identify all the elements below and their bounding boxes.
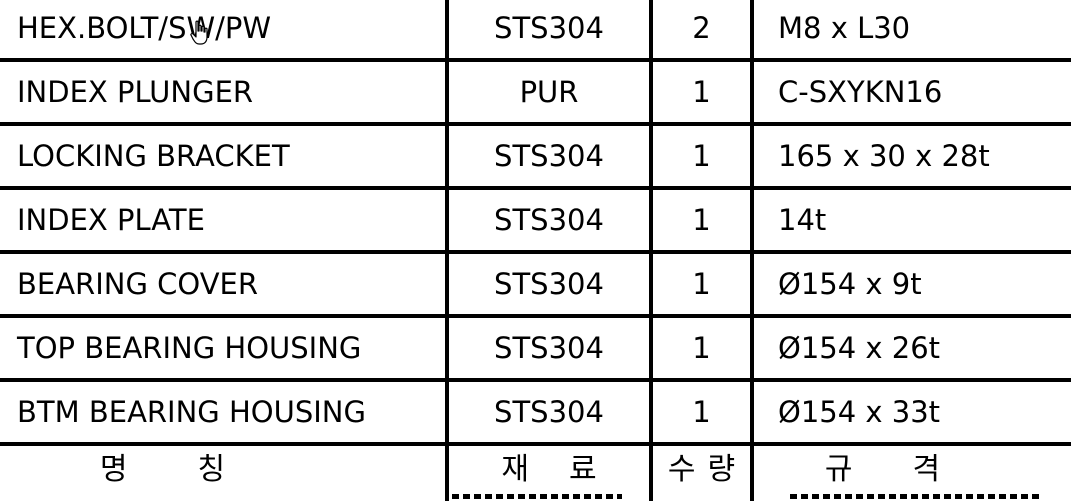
cell-part-name: TOP BEARING HOUSING: [0, 316, 449, 382]
cell-quantity: 2: [651, 0, 754, 62]
header-char: 료: [569, 452, 597, 487]
header-char: 재: [501, 452, 529, 487]
header-char: 칭: [197, 452, 226, 487]
cell-part-name: LOCKING BRACKET: [0, 124, 449, 190]
cell-material: STS304: [447, 252, 653, 318]
header-char: 격: [912, 452, 941, 487]
cut-off-text-material: [452, 494, 622, 499]
header-char: 명: [99, 452, 128, 487]
cell-material: PUR: [447, 60, 653, 126]
cell-part-name: BEARING COVER: [0, 252, 449, 318]
cut-off-text-spec: [790, 494, 1040, 499]
table-row: TOP BEARING HOUSING STS304 1 Ø154 x 26t: [0, 316, 1071, 382]
cell-specification: Ø154 x 9t: [752, 252, 1071, 318]
cell-part-name: INDEX PLATE: [0, 188, 449, 254]
cell-specification: 14t: [752, 188, 1071, 254]
header-char: 량: [707, 452, 736, 487]
cell-quantity: 1: [651, 380, 754, 446]
cell-quantity: 1: [651, 124, 754, 190]
cell-part-name: HEX.BOLT/SW/PW: [0, 0, 449, 62]
cell-material: STS304: [447, 316, 653, 382]
table-row: LOCKING BRACKET STS304 1 165 x 30 x 28t: [0, 124, 1071, 190]
table-row: INDEX PLUNGER PUR 1 C-SXYKN16: [0, 60, 1071, 126]
cell-specification: M8 x L30: [752, 0, 1071, 62]
header-char: 규: [824, 452, 853, 487]
cell-material: STS304: [447, 124, 653, 190]
cell-material: STS304: [447, 0, 653, 62]
cell-quantity: 1: [651, 316, 754, 382]
hand-cursor-icon: [190, 20, 208, 45]
table-row: BTM BEARING HOUSING STS304 1 Ø154 x 33t: [0, 380, 1071, 446]
cell-specification: C-SXYKN16: [752, 60, 1071, 126]
cell-specification: 165 x 30 x 28t: [752, 124, 1071, 190]
cell-material: STS304: [447, 188, 653, 254]
cell-quantity: 1: [651, 60, 754, 126]
cell-quantity: 1: [651, 188, 754, 254]
table-row: BEARING COVER STS304 1 Ø154 x 9t: [0, 252, 1071, 318]
table-row: HEX.BOLT/SW/PW STS304 2 M8 x L30: [0, 0, 1071, 62]
cell-material: STS304: [447, 380, 653, 446]
cell-specification: Ø154 x 26t: [752, 316, 1071, 382]
table-row: INDEX PLATE STS304 1 14t: [0, 188, 1071, 254]
cell-quantity: 1: [651, 252, 754, 318]
cell-specification: Ø154 x 33t: [752, 380, 1071, 446]
cell-part-name: BTM BEARING HOUSING: [0, 380, 449, 446]
cell-part-name: INDEX PLUNGER: [0, 60, 449, 126]
header-char: 수: [667, 452, 696, 487]
